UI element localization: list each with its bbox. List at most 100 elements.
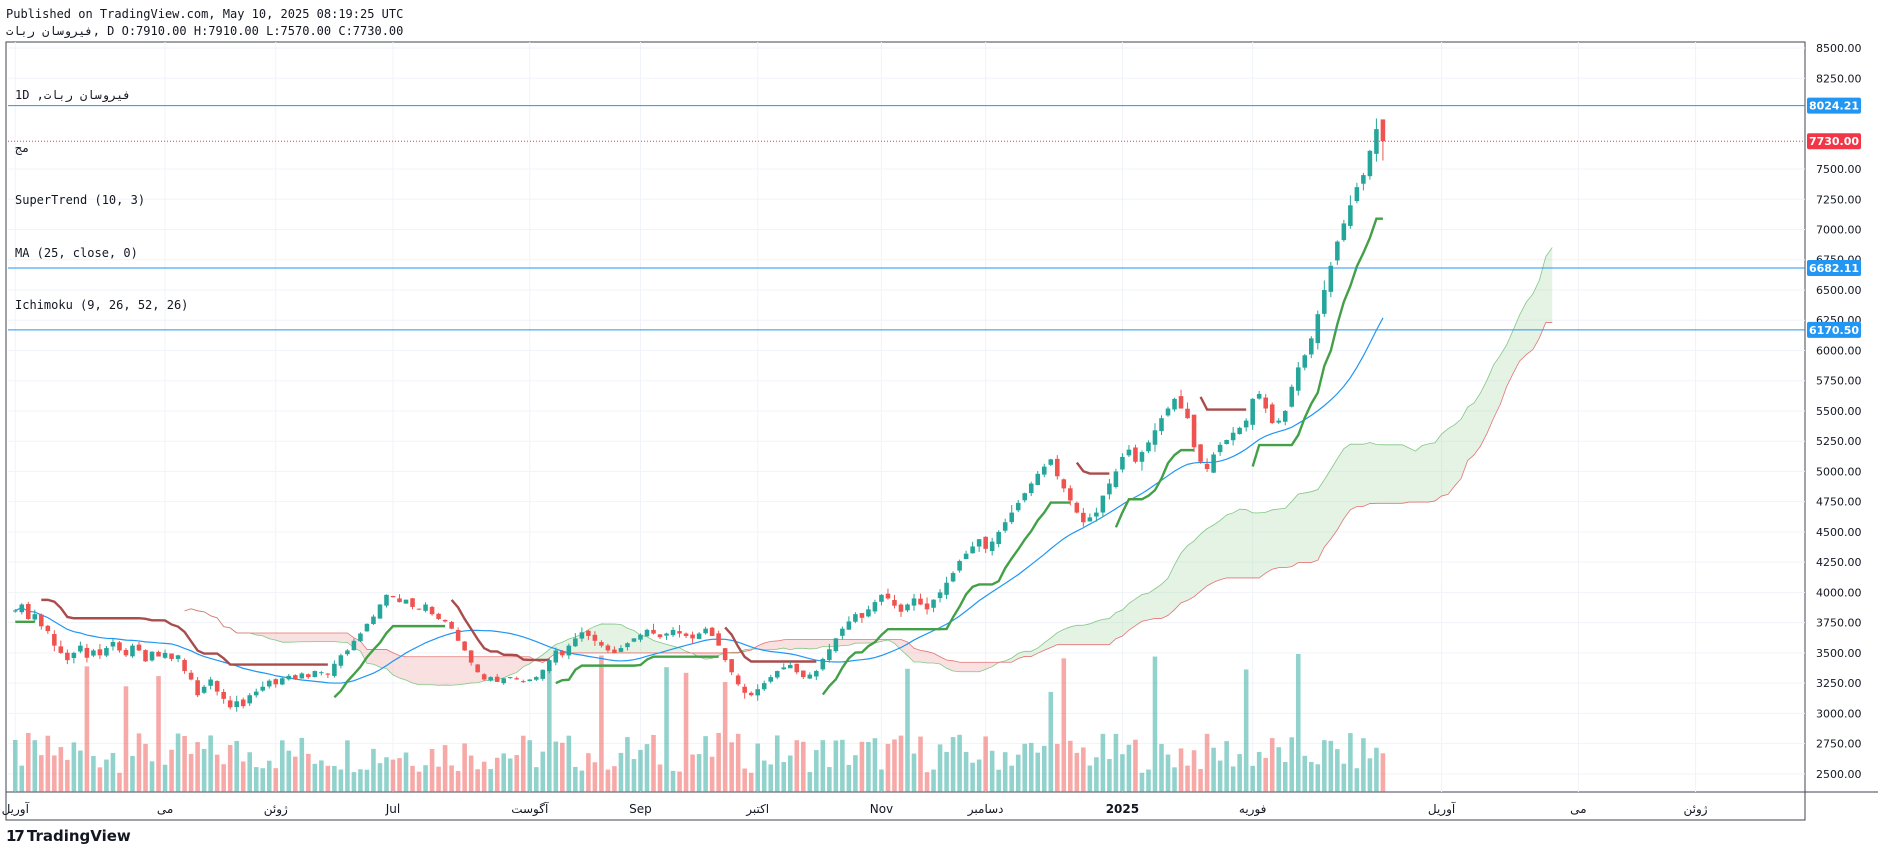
volume-bar (32, 740, 38, 792)
candle-body (1146, 442, 1151, 452)
supertrend-segment (1251, 217, 1383, 467)
x-tick-label: Nov (870, 802, 893, 816)
candle-body (1002, 522, 1008, 531)
volume-bar (911, 753, 917, 792)
price-label: 6682.11 (1809, 262, 1859, 275)
y-tick-label: 7000.00 (1816, 224, 1862, 237)
x-tick-label: Jul (385, 802, 400, 816)
volume-bar (1165, 754, 1171, 792)
volume-bar (19, 765, 25, 792)
volume-bar (755, 743, 760, 792)
indicator-supertrend[interactable]: SuperTrend (10, 3) (15, 193, 146, 207)
volume-bar (612, 766, 617, 792)
volume-bar (1113, 733, 1119, 792)
candle-body (1107, 483, 1112, 495)
ma-line (15, 317, 1384, 684)
volume-bar (97, 767, 103, 792)
candle-body (260, 686, 266, 691)
candle-body (664, 633, 669, 636)
candle-body (266, 680, 272, 687)
candle-body (162, 652, 168, 658)
candle-body (1243, 420, 1249, 428)
y-tick-label: 4750.00 (1816, 496, 1862, 509)
candle-body (123, 649, 129, 656)
cloud-segment (1005, 247, 1553, 663)
y-tick-label: 4000.00 (1816, 586, 1862, 599)
candle-body (859, 613, 865, 618)
candle-body (175, 655, 181, 659)
candle-body (931, 599, 936, 608)
candle-body (696, 633, 702, 639)
volume-bar (1230, 766, 1236, 792)
volume-bar (553, 741, 559, 792)
volume-bar (950, 737, 956, 792)
candle-body (768, 677, 774, 682)
x-tick-label: می (1570, 802, 1586, 816)
candle-body (188, 672, 194, 680)
y-tick-label: 2500.00 (1816, 768, 1862, 781)
volume-bar (201, 748, 207, 792)
volume-bar (918, 736, 923, 792)
volume-bar (853, 755, 858, 792)
volume-bar (976, 759, 982, 792)
volume-bar (670, 770, 676, 792)
supertrend-segment (333, 624, 446, 699)
candle-body (468, 650, 474, 663)
volume-bar (1335, 749, 1340, 792)
candle-body (1048, 459, 1054, 465)
candle-body (1015, 502, 1021, 511)
candle-body (794, 663, 800, 673)
candle-body (488, 677, 493, 681)
volume-bar (221, 764, 226, 792)
ichimoku-cloud (184, 247, 1553, 686)
x-tick-label: ژوئن (264, 802, 288, 817)
candle-body (1094, 512, 1099, 517)
volume-bar (690, 754, 695, 792)
candle-body (827, 649, 832, 661)
candle-body (911, 598, 917, 606)
volume-bar (1107, 759, 1112, 792)
candle-body (722, 648, 728, 661)
candle-body (286, 675, 292, 680)
indicator-ichimoku[interactable]: Ichimoku (9, 26, 52, 26) (15, 298, 189, 312)
candle-body (976, 539, 982, 547)
price-axis[interactable]: 2500.00 2750.00 3000.00 3250.00 3500.00 3750.… (1807, 42, 1862, 781)
candle-body (39, 614, 44, 627)
candle-body (514, 678, 520, 680)
candle-body (1055, 458, 1060, 477)
volume-bar (286, 750, 292, 792)
candle-body (247, 695, 252, 704)
candle-body (703, 628, 708, 634)
volume-bar (240, 761, 246, 792)
candle-body (599, 642, 604, 646)
volume-bar (1048, 691, 1054, 792)
volume-bar (1055, 743, 1060, 792)
volume-bar (468, 755, 474, 792)
candle-body (97, 649, 103, 656)
supertrend-segment (724, 626, 817, 663)
candle-body (214, 681, 220, 692)
volume-bar (1263, 757, 1268, 792)
volume-bar (1068, 740, 1073, 792)
candle-body (293, 675, 298, 680)
volume-bar (1178, 748, 1184, 792)
y-tick-label: 2750.00 (1816, 738, 1862, 751)
time-axis[interactable]: آوریل می ژوئن Jul آگوست Sep اکتبر Nov دسامبر 2025… (2, 801, 1708, 817)
indicator-ma[interactable]: MA (25, close, 0) (15, 245, 138, 260)
candle-body (1113, 471, 1119, 488)
y-tick-label: 6500.00 (1816, 284, 1862, 297)
volume-bar (12, 739, 18, 792)
candle-body (625, 643, 630, 648)
volume-bar (117, 772, 122, 792)
candle-body (1152, 430, 1158, 445)
candle-body (117, 642, 122, 651)
candle-body (403, 599, 409, 604)
volume-bar (937, 744, 943, 792)
volume-bar (1315, 764, 1321, 792)
candle-body (944, 582, 949, 595)
candle-body (840, 628, 845, 636)
supertrend-segment (450, 599, 550, 662)
volume-bar (599, 655, 604, 792)
candle-body (507, 677, 513, 679)
